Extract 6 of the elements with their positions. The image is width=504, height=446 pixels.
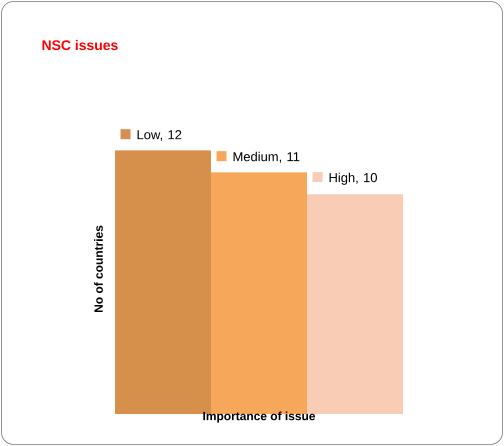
data-label: Medium, 11 — [234, 152, 300, 163]
data-label: Low, 12 — [138, 130, 182, 141]
y-axis-title: No of countries — [94, 226, 103, 312]
data-label: High, 10 — [330, 172, 377, 185]
chart-title: NSC issues — [42, 40, 118, 50]
x-axis-title: Importance of issue — [203, 412, 316, 423]
